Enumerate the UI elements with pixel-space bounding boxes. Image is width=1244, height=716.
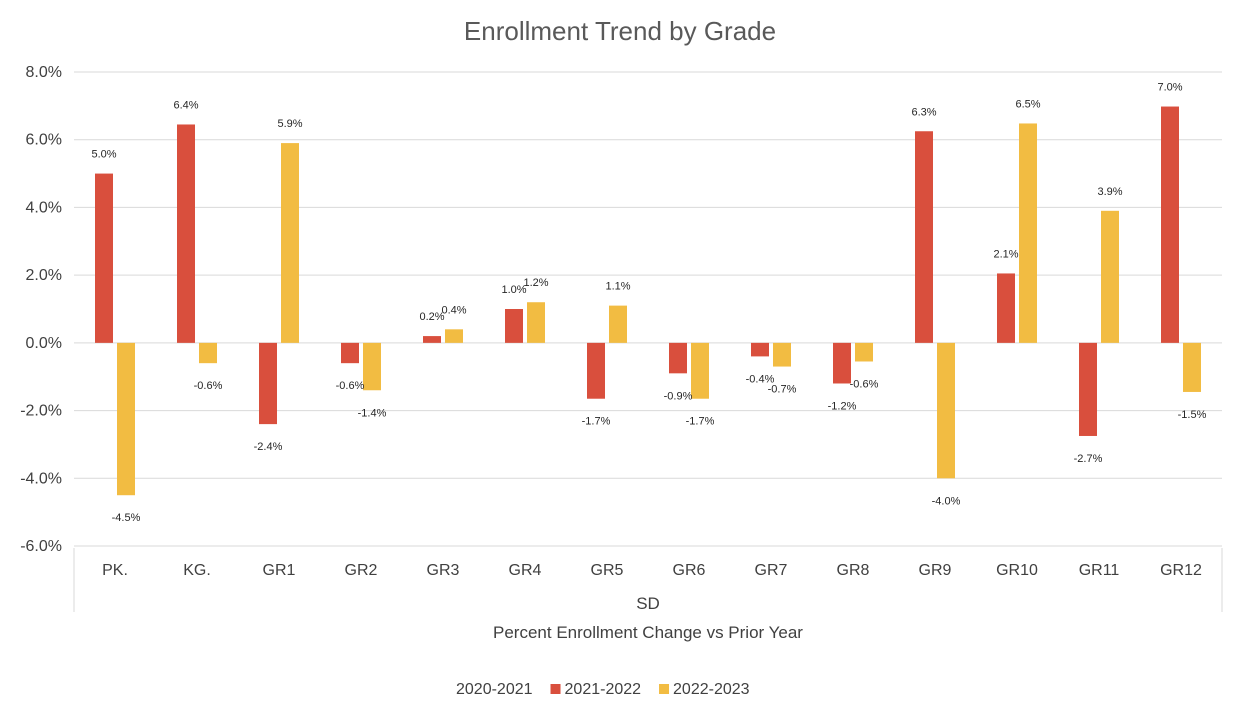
x-axis-label: Percent Enrollment Change vs Prior Year	[493, 623, 803, 642]
data-label: -4.5%	[112, 512, 141, 524]
data-label: 6.4%	[173, 99, 198, 111]
x-tick-label: GR3	[427, 562, 460, 579]
x-tick-label: GR10	[996, 562, 1038, 579]
data-label: -0.7%	[768, 384, 797, 396]
data-label: 1.0%	[501, 284, 526, 296]
data-label: -4.0%	[932, 495, 961, 507]
data-label: 0.2%	[419, 311, 444, 323]
x-tick-label: PK.	[102, 562, 128, 579]
data-label: -1.7%	[686, 416, 715, 428]
bar	[527, 302, 545, 343]
bar	[177, 124, 195, 343]
data-label: -1.7%	[582, 416, 611, 428]
bars	[95, 106, 1201, 496]
data-label: 5.0%	[91, 149, 116, 161]
bar	[199, 342, 217, 364]
bar	[281, 143, 299, 343]
bar	[915, 131, 933, 343]
bar	[773, 342, 791, 367]
data-label: -2.7%	[1074, 453, 1103, 465]
x-group-label: SD	[636, 594, 660, 613]
x-tick-label: GR11	[1079, 562, 1120, 579]
data-label: 2.1%	[993, 248, 1018, 260]
bar	[95, 173, 113, 343]
bar	[1161, 106, 1179, 343]
bar	[691, 342, 709, 399]
data-label: 6.5%	[1015, 98, 1040, 110]
bar	[341, 342, 359, 364]
bar	[1101, 210, 1119, 343]
x-tick-label: GR1	[263, 562, 296, 579]
data-label: -0.6%	[850, 378, 879, 390]
x-tick-label: KG.	[183, 562, 211, 579]
bar	[751, 342, 769, 357]
legend-swatch	[550, 684, 561, 694]
data-label: 5.9%	[277, 118, 302, 130]
x-tick-label: GR6	[673, 562, 706, 579]
bar	[259, 342, 277, 425]
legend-swatch	[659, 684, 670, 694]
data-label: 1.1%	[605, 281, 630, 293]
data-label: 6.3%	[911, 106, 936, 118]
data-label: 1.2%	[523, 277, 548, 289]
data-labels: 5.0% -4.5% 6.4% -0.6% -2.4% 5.9% -0.6% -1.4% 0.2…	[91, 82, 1206, 525]
bar	[117, 342, 135, 496]
data-label: -1.2%	[828, 400, 857, 412]
data-label: -1.5%	[1178, 409, 1207, 421]
bar	[423, 336, 441, 343]
bar	[609, 305, 627, 343]
bar	[833, 342, 851, 384]
data-label: 0.4%	[441, 304, 466, 316]
data-label: -1.4%	[358, 407, 387, 419]
bar	[1019, 123, 1037, 343]
x-tick-label: GR8	[837, 562, 870, 579]
y-tick-label: -6.0%	[20, 538, 62, 555]
y-tick-label: 8.0%	[26, 64, 62, 81]
x-tick-label: GR5	[591, 562, 624, 579]
bar	[505, 309, 523, 343]
data-label: -0.9%	[664, 390, 693, 402]
bar	[1183, 342, 1201, 392]
x-tick-label: GR4	[509, 562, 542, 579]
x-axis-ticks: PK. KG. GR1 GR2 GR3 GR4 GR5 GR6 GR7 GR8 GR9 GR10 GR1…	[102, 562, 1202, 579]
data-label: 7.0%	[1157, 82, 1182, 94]
y-tick-label: 4.0%	[26, 199, 62, 216]
x-tick-label: GR2	[345, 562, 378, 579]
y-tick-label: -4.0%	[20, 470, 62, 487]
bar	[997, 273, 1015, 343]
bar	[937, 342, 955, 479]
y-tick-label: 2.0%	[26, 267, 62, 284]
x-tick-label: GR7	[755, 562, 788, 579]
bar	[855, 342, 873, 362]
data-label: -2.4%	[254, 441, 283, 453]
legend-label: 2022-2023	[673, 681, 750, 698]
gridlines	[74, 71, 1222, 547]
y-tick-label: 0.0%	[26, 335, 62, 352]
x-tick-label: GR12	[1160, 562, 1202, 579]
x-tick-label: GR9	[919, 562, 952, 579]
y-axis-ticks: 8.0% 6.0% 4.0% 2.0% 0.0% -2.0% -4.0% -6.0%	[20, 64, 62, 555]
data-label: -0.4%	[746, 373, 775, 385]
bar	[1079, 342, 1097, 436]
legend-label: 2021-2022	[565, 681, 642, 698]
bar	[363, 342, 381, 391]
bar	[445, 329, 463, 343]
bar	[587, 342, 605, 399]
y-tick-label: 6.0%	[26, 132, 62, 149]
y-tick-label: -2.0%	[20, 403, 62, 420]
chart-title: Enrollment Trend by Grade	[464, 16, 776, 46]
data-label: -0.6%	[194, 380, 223, 392]
bar	[669, 342, 687, 374]
data-label: 3.9%	[1097, 186, 1122, 198]
legend-label: 2020-2021	[456, 681, 533, 698]
data-label: -0.6%	[336, 380, 365, 392]
legend: 2020-2021 2021-2022 2022-2023	[456, 681, 750, 698]
